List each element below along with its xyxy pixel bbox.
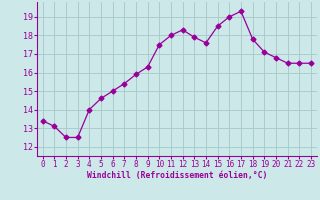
- X-axis label: Windchill (Refroidissement éolien,°C): Windchill (Refroidissement éolien,°C): [87, 171, 267, 180]
